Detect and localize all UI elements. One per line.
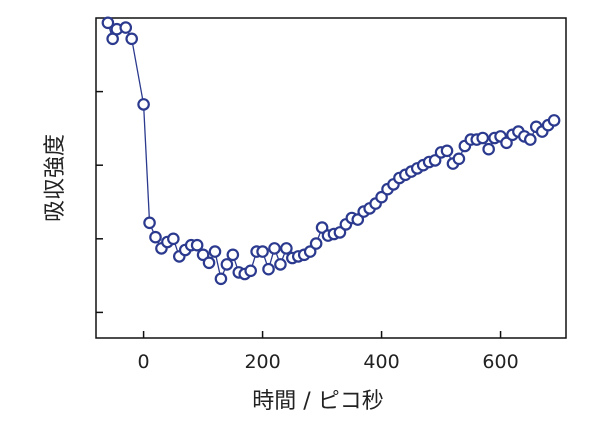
plot-frame [95, 17, 567, 339]
data-point [262, 262, 275, 276]
data-point [256, 245, 269, 258]
data-point [452, 152, 466, 166]
data-point [351, 213, 365, 226]
data-point [274, 258, 287, 271]
data-point [125, 32, 138, 46]
data-point [244, 264, 257, 278]
data-point [137, 98, 150, 111]
data-point [500, 136, 513, 150]
ticks-layer: 0 200 400 600 [96, 90, 519, 373]
data-point [149, 230, 162, 244]
data-point [220, 258, 234, 271]
data-point [196, 248, 210, 262]
data-point [303, 245, 317, 258]
x-tick-label: 600 [482, 351, 518, 373]
data-point [482, 142, 495, 156]
data-point [101, 16, 115, 30]
data-point [428, 154, 442, 167]
data-point [309, 237, 323, 250]
x-axis-title: 時間 / ピコ秒 [252, 389, 383, 414]
data-layer [101, 16, 561, 286]
data-point [333, 226, 347, 239]
x-tick-label: 200 [244, 351, 280, 373]
x-tick-label: 0 [138, 351, 150, 373]
data-point [547, 114, 561, 127]
data-point [202, 256, 216, 270]
data-point [315, 221, 329, 234]
data-point [476, 131, 490, 145]
data-point [375, 190, 388, 204]
data-point [524, 133, 537, 146]
data-point [268, 242, 281, 255]
data-point [280, 242, 293, 255]
x-tick-label: 400 [363, 351, 399, 373]
data-point [440, 144, 454, 158]
data-point [214, 272, 228, 286]
data-point [208, 245, 222, 258]
data-point [143, 216, 156, 230]
data-point [167, 232, 180, 246]
data-point [190, 238, 204, 252]
data-point [119, 21, 133, 34]
data-point [226, 248, 240, 262]
y-axis-title: 吸収強度 [43, 134, 68, 222]
